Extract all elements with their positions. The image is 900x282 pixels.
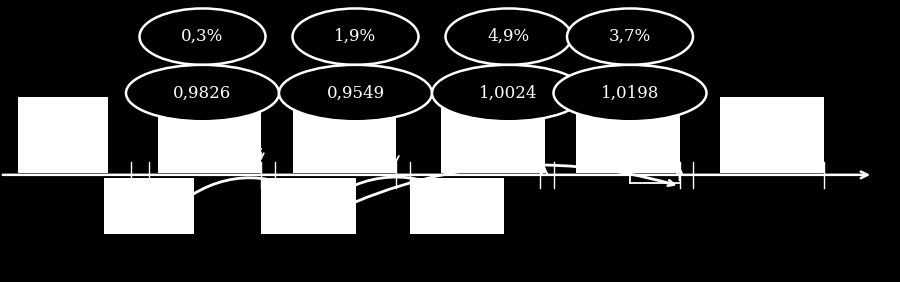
Text: 0,9549: 0,9549 (327, 85, 384, 102)
Bar (410, 178, 504, 234)
Text: 0,9826: 0,9826 (174, 85, 231, 102)
Text: 4,9%: 4,9% (488, 28, 529, 45)
Bar (261, 178, 356, 234)
Text: 1,0198: 1,0198 (601, 85, 659, 102)
Ellipse shape (292, 8, 418, 65)
Bar (104, 178, 194, 234)
Ellipse shape (279, 65, 432, 121)
Ellipse shape (140, 8, 266, 65)
Ellipse shape (446, 8, 572, 65)
Bar (18, 97, 108, 173)
Ellipse shape (554, 65, 706, 121)
Ellipse shape (432, 65, 585, 121)
Text: 1,9%: 1,9% (335, 28, 376, 45)
Bar (292, 97, 396, 173)
Text: 0,3%: 0,3% (182, 28, 223, 45)
Bar (720, 97, 824, 173)
Text: 3,7%: 3,7% (609, 28, 651, 45)
Ellipse shape (567, 8, 693, 65)
Bar (441, 97, 544, 173)
Bar (576, 97, 680, 173)
Ellipse shape (126, 65, 279, 121)
Bar (158, 97, 261, 173)
Text: 1,0024: 1,0024 (479, 85, 538, 102)
